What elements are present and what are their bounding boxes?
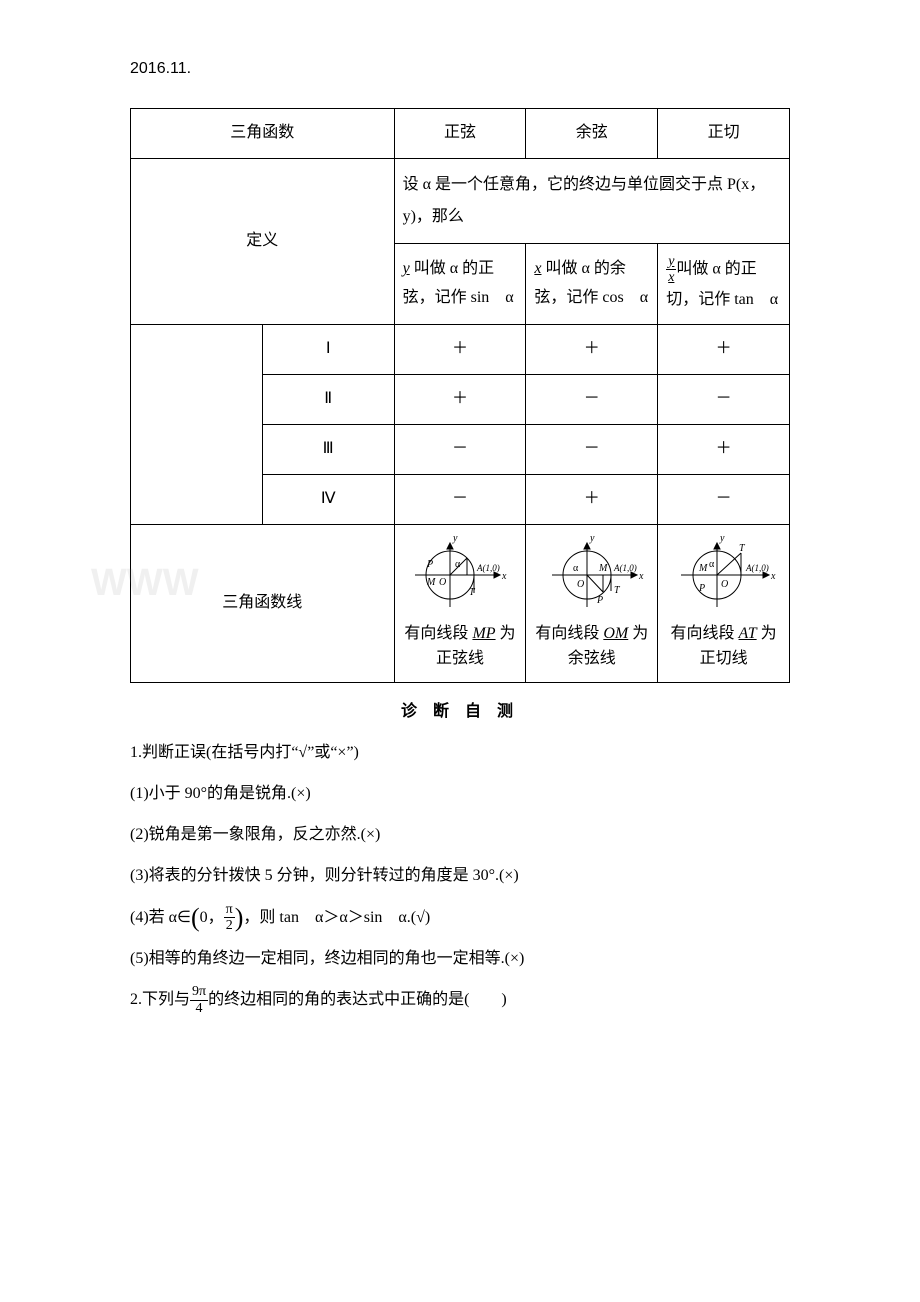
def-sin-text: 叫做 α 的正弦，记作 sin α <box>403 260 514 306</box>
svg-text:T: T <box>469 587 476 598</box>
svg-text:P: P <box>426 559 433 570</box>
quad-II-tan: － <box>658 375 790 425</box>
sin-line-seg: MP <box>472 625 495 642</box>
q2-num: 9π <box>190 984 208 1000</box>
def-tan-den: x <box>666 270 676 285</box>
def-cos-x: x <box>534 260 541 277</box>
col-cos: 余弦 <box>526 109 658 159</box>
def-top: 设 α 是一个任意角，它的终边与单位圆交于点 P(x，y)，那么 <box>394 158 789 243</box>
q2-frac: 9π4 <box>190 984 208 1016</box>
quad-II-cos: － <box>526 375 658 425</box>
quad-II-label: Ⅱ <box>262 375 394 425</box>
q1-4-frac: π2 <box>224 902 235 934</box>
svg-text:O: O <box>721 579 728 590</box>
svg-text:A(1,0): A(1,0) <box>613 563 637 573</box>
lparen-icon: ( <box>191 905 200 931</box>
trigline-label: WWW 三角函数线 <box>131 524 395 682</box>
q1-item-2: (2)锐角是第一象限角，反之亦然.(×) <box>130 817 790 852</box>
svg-text:α: α <box>573 563 579 574</box>
cos-diagram-icon: y x A(1,0) O P M α T <box>537 535 647 615</box>
quad-III-sin: － <box>394 424 526 474</box>
svg-text:y: y <box>589 535 595 544</box>
quad-II-sin: ＋ <box>394 375 526 425</box>
svg-text:y: y <box>719 535 725 544</box>
svg-text:y: y <box>452 535 458 544</box>
def-tan-text: 叫做 α 的正切，记作 tan α <box>666 260 778 307</box>
quad-I-sin: ＋ <box>394 325 526 375</box>
cos-line-text: 有向线段 OM 为余弦线 <box>534 621 649 672</box>
tan-line-text: 有向线段 AT 为正切线 <box>666 621 781 672</box>
q1-item-1: (1)小于 90°的角是锐角.(×) <box>130 776 790 811</box>
cos-line-seg: OM <box>603 625 628 642</box>
q2-pre: 2.下列与 <box>130 991 190 1008</box>
quad-IV-tan: － <box>658 474 790 524</box>
quad-I-tan: ＋ <box>658 325 790 375</box>
col-tan: 正切 <box>658 109 790 159</box>
q1-4-pre: (4)若 α∈ <box>130 909 191 926</box>
tan-line-seg: AT <box>739 625 757 642</box>
svg-text:M: M <box>698 563 708 574</box>
svg-text:x: x <box>501 571 507 582</box>
q2-den: 4 <box>190 1001 208 1016</box>
cos-line-pre: 有向线段 <box>535 625 603 642</box>
def-tan-frac: y x <box>666 254 676 286</box>
def-label: 定义 <box>131 158 395 325</box>
section-title: 诊 断 自 测 <box>130 697 790 721</box>
quad-III-tan: ＋ <box>658 424 790 474</box>
q1-item-5: (5)相等的角终边一定相同，终边相同的角也一定相等.(×) <box>130 941 790 976</box>
svg-text:A(1,0): A(1,0) <box>476 563 500 573</box>
svg-text:A(1,0): A(1,0) <box>745 563 769 573</box>
def-cos: x 叫做 α 的余弦，记作 cos α <box>526 243 658 325</box>
svg-text:O: O <box>439 577 446 588</box>
svg-text:T: T <box>739 543 746 554</box>
q1-4-lo: 0 <box>200 909 208 926</box>
col-sin: 正弦 <box>394 109 526 159</box>
col-trig: 三角函数 <box>131 109 395 159</box>
q1-4-den: 2 <box>224 918 235 933</box>
quad-III-cos: － <box>526 424 658 474</box>
svg-text:M: M <box>426 577 436 588</box>
quad-IV-cos: ＋ <box>526 474 658 524</box>
q1-4-post: ，则 tan α＞α＞sin α.(√) <box>243 909 430 926</box>
sin-line-pre: 有向线段 <box>404 625 472 642</box>
trig-table: 三角函数 正弦 余弦 正切 定义 设 α 是一个任意角，它的终边与单位圆交于点 … <box>130 108 790 683</box>
svg-text:WWW: WWW <box>91 562 199 604</box>
tan-diagram-cell: y x A(1,0) O P M α T 有向线段 AT 为正切线 <box>658 524 790 682</box>
sin-line-text: 有向线段 MP 为正弦线 <box>403 621 518 672</box>
svg-text:T: T <box>614 585 621 596</box>
quad-I-label: Ⅰ <box>262 325 394 375</box>
svg-text:P: P <box>698 583 705 594</box>
svg-text:x: x <box>770 571 776 582</box>
svg-text:O: O <box>577 579 584 590</box>
cos-diagram-cell: y x A(1,0) O P M α T 有向线段 OM 为余弦线 <box>526 524 658 682</box>
q1-4-num: π <box>224 902 235 918</box>
def-tan: y x 叫做 α 的正切，记作 tan α <box>658 243 790 325</box>
def-cos-text: 叫做 α 的余弦，记作 cos α <box>534 260 648 306</box>
svg-text:α: α <box>455 559 461 570</box>
sin-diagram-icon: y x A(1,0) O P M α T <box>405 535 515 615</box>
date-text: 2016.11. <box>130 60 790 78</box>
q1-stem: 1.判断正误(在括号内打“√”或“×”) <box>130 735 790 770</box>
trigline-label-text: 三角函数线 <box>222 594 302 611</box>
svg-text:M: M <box>598 563 608 574</box>
def-tan-num: y <box>666 254 676 270</box>
def-sin-y: y <box>403 260 410 277</box>
tan-line-pre: 有向线段 <box>671 625 739 642</box>
quad-III-label: Ⅲ <box>262 424 394 474</box>
svg-text:P: P <box>596 595 603 606</box>
tan-diagram-icon: y x A(1,0) O P M α T <box>669 535 779 615</box>
q2-post: 的终边相同的角的表达式中正确的是( ) <box>208 991 507 1008</box>
quad-I-cos: ＋ <box>526 325 658 375</box>
quad-group-label <box>131 325 263 524</box>
quad-IV-sin: － <box>394 474 526 524</box>
sin-diagram-cell: y x A(1,0) O P M α T 有向线段 MP 为正弦线 <box>394 524 526 682</box>
q1-item-3: (3)将表的分针拨快 5 分钟，则分针转过的角度是 30°.(×) <box>130 858 790 893</box>
svg-text:α: α <box>709 559 715 570</box>
def-sin: y 叫做 α 的正弦，记作 sin α <box>394 243 526 325</box>
q1-item-4: (4)若 α∈(0，π2)，则 tan α＞α＞sin α.(√) <box>130 900 790 935</box>
quad-IV-label: Ⅳ <box>262 474 394 524</box>
q2: 2.下列与9π4的终边相同的角的表达式中正确的是( ) <box>130 982 790 1017</box>
svg-text:x: x <box>638 571 644 582</box>
